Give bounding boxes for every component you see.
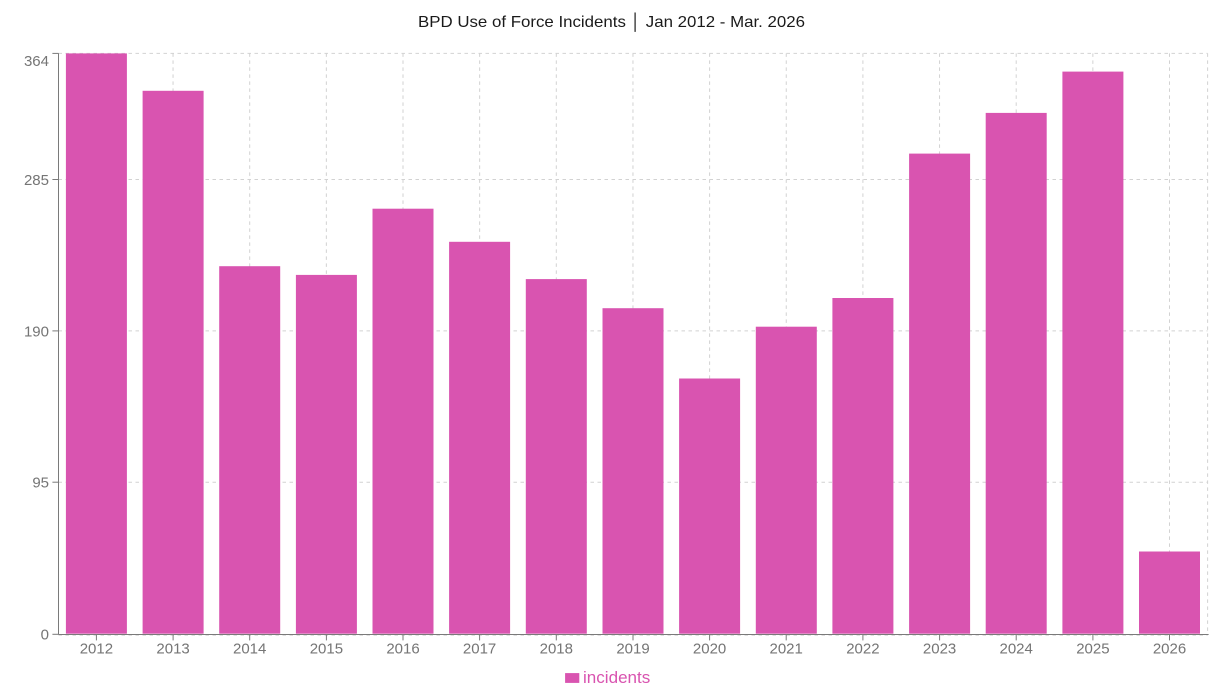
svg-text:2025: 2025 xyxy=(1076,640,1109,657)
svg-text:BPD Use of Force Incidents │ J: BPD Use of Force Incidents │ Jan 2012 - … xyxy=(418,12,805,32)
svg-text:190: 190 xyxy=(24,323,49,340)
svg-text:2013: 2013 xyxy=(156,640,189,657)
svg-text:2019: 2019 xyxy=(616,640,649,657)
svg-text:incidents: incidents xyxy=(583,669,650,687)
svg-text:2023: 2023 xyxy=(923,640,956,657)
svg-text:2012: 2012 xyxy=(80,640,113,657)
svg-text:2022: 2022 xyxy=(846,640,879,657)
svg-text:0: 0 xyxy=(41,627,49,644)
svg-text:2020: 2020 xyxy=(693,640,726,657)
svg-text:2016: 2016 xyxy=(386,640,419,657)
svg-text:364: 364 xyxy=(24,53,49,70)
svg-text:2015: 2015 xyxy=(310,640,343,657)
svg-text:2024: 2024 xyxy=(1000,640,1033,657)
svg-text:2014: 2014 xyxy=(233,640,266,657)
svg-text:285: 285 xyxy=(24,172,49,189)
svg-text:95: 95 xyxy=(32,475,49,492)
svg-text:2026: 2026 xyxy=(1153,640,1186,657)
svg-text:2021: 2021 xyxy=(770,640,803,657)
svg-text:2018: 2018 xyxy=(540,640,573,657)
svg-text:2017: 2017 xyxy=(463,640,496,657)
